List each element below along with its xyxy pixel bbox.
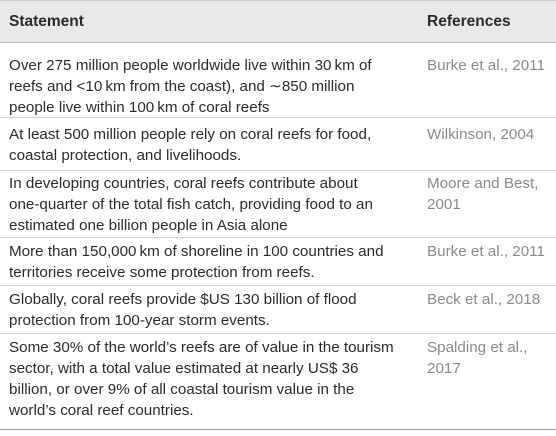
- statement-line: people live within 100 km of coral reefs: [9, 99, 270, 116]
- statement-line: world’s coral reef countries.: [9, 402, 194, 419]
- statement-line: In developing countries, coral reefs con…: [9, 175, 358, 192]
- table-row: More than 150,000 km of shoreline in 100…: [0, 238, 556, 286]
- statement-line: Globally, coral reefs provide $US 130 bi…: [9, 291, 357, 308]
- statement-cell: More than 150,000 km of shoreline in 100…: [9, 241, 417, 283]
- reference-line: 2001: [427, 196, 461, 213]
- table-row: At least 500 million people rely on cora…: [0, 118, 556, 171]
- reference-line: Burke et al., 2011: [427, 57, 545, 74]
- reference-cell: Burke et al., 2011: [427, 241, 551, 262]
- statement-cell: At least 500 million people rely on cora…: [9, 124, 417, 166]
- header-statement: Statement: [9, 13, 84, 30]
- statement-line: Some 30% of the world’s reefs are of val…: [9, 339, 394, 356]
- statement-line: billion, or over 9% of all coastal touri…: [9, 381, 355, 398]
- statement-cell: Globally, coral reefs provide $US 130 bi…: [9, 289, 417, 331]
- reference-line: Burke et al., 2011: [427, 243, 545, 260]
- table-row: Some 30% of the world’s reefs are of val…: [0, 334, 556, 430]
- statement-line: reefs and <10 km from the coast), and ∼8…: [9, 78, 355, 95]
- reference-cell: Spalding et al., 2017: [427, 337, 551, 379]
- table-row: Over 275 million people worldwide live w…: [0, 43, 556, 118]
- statement-cell: In developing countries, coral reefs con…: [9, 173, 417, 236]
- statement-line: sector, with a total value estimated at …: [9, 360, 359, 377]
- statement-line: At least 500 million people rely on cora…: [9, 126, 372, 143]
- statement-line: one-quarter of the total fish catch, pro…: [9, 196, 373, 213]
- statement-cell: Over 275 million people worldwide live w…: [9, 55, 417, 118]
- statement-line: territories receive some protection from…: [9, 264, 315, 281]
- reference-cell: Wilkinson, 2004: [427, 124, 551, 145]
- reference-cell: Beck et al., 2018: [427, 289, 551, 310]
- table-row: In developing countries, coral reefs con…: [0, 171, 556, 238]
- statement-line: coastal protection, and livelihoods.: [9, 147, 242, 164]
- statement-line: estimated one billion people in Asia alo…: [9, 217, 288, 234]
- header-references: References: [427, 13, 511, 30]
- statement-line: protection from 100-year storm events.: [9, 312, 270, 329]
- table-row: Globally, coral reefs provide $US 130 bi…: [0, 286, 556, 334]
- reference-cell: Moore and Best, 2001: [427, 173, 551, 215]
- reference-line: Wilkinson, 2004: [427, 126, 535, 143]
- statement-cell: Some 30% of the world’s reefs are of val…: [9, 337, 417, 421]
- statement-line: Over 275 million people worldwide live w…: [9, 57, 372, 74]
- statement-line: More than 150,000 km of shoreline in 100…: [9, 243, 384, 260]
- reference-line: Beck et al., 2018: [427, 291, 541, 308]
- reference-line: 2017: [427, 360, 461, 377]
- reference-cell: Burke et al., 2011: [427, 55, 551, 76]
- table-header: Statement References: [0, 0, 556, 43]
- reference-line: Spalding et al.,: [427, 339, 528, 356]
- reference-line: Moore and Best,: [427, 175, 539, 192]
